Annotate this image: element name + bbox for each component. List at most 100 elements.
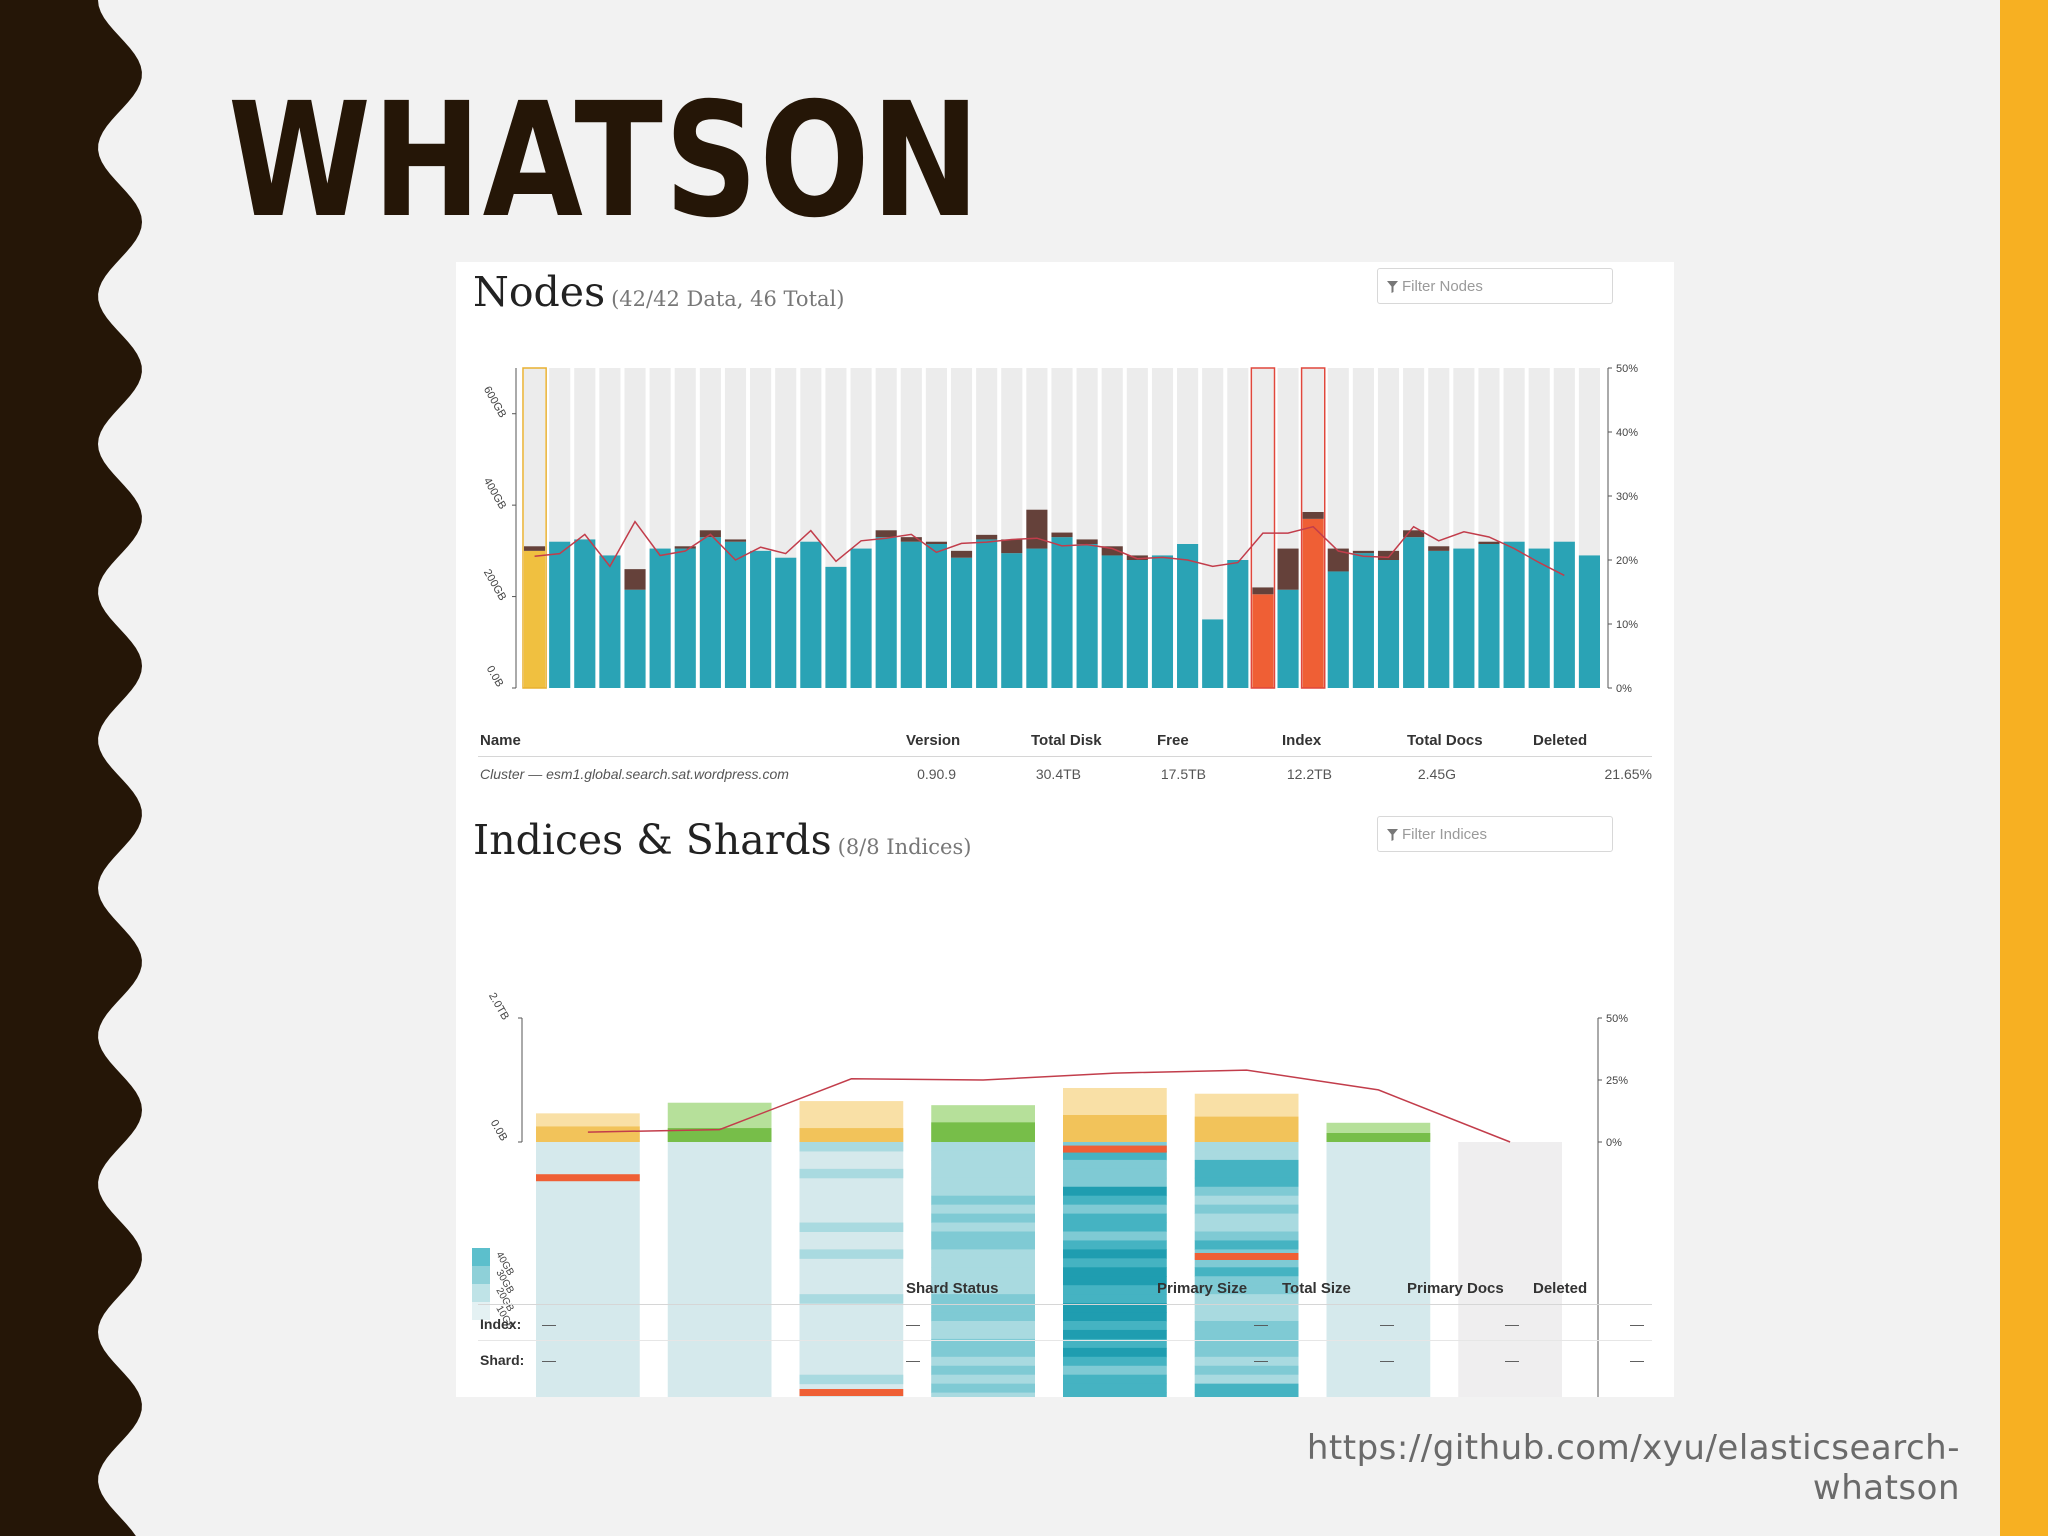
node-index-bar	[1101, 555, 1123, 688]
table-divider	[478, 756, 1652, 757]
nodes-y-tick-label: 600GB	[481, 384, 509, 420]
node-index-bar	[1001, 553, 1023, 688]
col-header-primary-docs[interactable]: Primary Docs	[1407, 1280, 1504, 1297]
col-header-total-disk[interactable]: Total Disk	[1031, 732, 1102, 749]
nodes-y2-tick-label: 0%	[1616, 683, 1632, 695]
shard-cell	[1194, 1177, 1299, 1188]
shard-cell	[931, 1312, 1035, 1322]
shard-cell	[1194, 1294, 1299, 1304]
col-header-total-size[interactable]: Total Size	[1282, 1280, 1351, 1297]
col-header-deleted[interactable]: Deleted	[1533, 1280, 1588, 1297]
shard-cell	[931, 1240, 1035, 1250]
shard-cell	[1194, 1222, 1299, 1232]
col-header-free[interactable]: Free	[1157, 732, 1189, 749]
index-status-value: —	[906, 1316, 920, 1332]
shard-cell	[1063, 1356, 1167, 1367]
shard-cell	[1194, 1392, 1299, 1397]
col-header-total-docs[interactable]: Total Docs	[1407, 732, 1483, 749]
shard-cell	[931, 1303, 1035, 1313]
index-name-value: —	[542, 1316, 556, 1332]
col-header-primary-size[interactable]: Primary Size	[1157, 1280, 1248, 1297]
shard-cell	[1063, 1267, 1167, 1277]
shard-cell	[931, 1213, 1035, 1224]
shard-cell	[1194, 1276, 1299, 1286]
shard-cell	[1194, 1159, 1299, 1170]
index-primary-bar	[1326, 1132, 1431, 1142]
wavy-border-decoration	[0, 0, 142, 1536]
filter-indices-input[interactable]	[1402, 817, 1602, 851]
col-header-version[interactable]: Version	[906, 732, 961, 749]
shard-name-value: —	[542, 1352, 556, 1368]
shard-cell	[931, 1329, 1035, 1340]
node-index-bar	[1126, 560, 1148, 688]
nodes-chart: 0.0B 200GB 400GB 600GB 0% 10% 20% 30% 40% 50%	[481, 363, 1638, 695]
shard-cell	[1063, 1186, 1167, 1197]
node-free-bar	[1202, 368, 1224, 688]
shard-cell	[1063, 1392, 1167, 1397]
cluster-total-disk: 30.4TB	[1035, 766, 1081, 782]
shard-cell	[1063, 1374, 1167, 1385]
node-other-bar	[1377, 550, 1400, 560]
col-header-name[interactable]: Name	[480, 732, 521, 749]
node-other-bar	[925, 541, 947, 544]
col-header-shard-status[interactable]: Shard Status	[906, 1280, 999, 1297]
shard-cell	[1063, 1195, 1167, 1206]
cluster-total-docs: 2.45G	[1417, 766, 1456, 782]
shard-cell	[931, 1231, 1035, 1241]
node-index-bar	[1528, 548, 1550, 688]
node-index-bar	[1151, 555, 1174, 688]
cluster-deleted: 21.65%	[1604, 766, 1652, 782]
whatson-screenshot: Nodes(42/42 Data, 46 Total) 0.0B 200GB 400…	[456, 262, 1674, 1397]
index-primary-bar	[536, 1126, 640, 1142]
shard-cell	[1194, 1338, 1299, 1349]
node-index-bar	[1227, 560, 1249, 688]
shard-cell	[799, 1168, 904, 1179]
shard-warning-band	[1063, 1145, 1167, 1153]
node-other-bar	[1403, 530, 1425, 538]
node-other-bar	[674, 546, 696, 549]
shard-cell	[799, 1294, 904, 1304]
node-index-bar	[624, 589, 646, 688]
node-other-bar	[900, 537, 922, 542]
node-index-bar	[825, 566, 847, 688]
indices-subtitle: (8/8 Indices)	[837, 835, 972, 859]
node-index-bar	[1428, 550, 1450, 688]
shard-cell	[1063, 1347, 1167, 1358]
shard-cell	[1063, 1258, 1167, 1268]
col-header-deleted[interactable]: Deleted	[1533, 732, 1588, 749]
filter-nodes-field[interactable]	[1377, 268, 1613, 304]
shard-status-value: —	[906, 1352, 920, 1368]
node-index-bar	[1377, 560, 1400, 688]
node-index-bar	[1503, 541, 1525, 688]
funnel-icon	[1387, 281, 1398, 293]
index-row-label: Index:	[480, 1316, 522, 1332]
indices-y-tick-label: 0.0B	[488, 1118, 510, 1144]
shard-legend-swatch	[472, 1266, 490, 1284]
shard-cell	[1194, 1374, 1299, 1385]
shard-cell	[1194, 1267, 1299, 1277]
shard-column	[667, 1142, 772, 1397]
shard-cell	[931, 1222, 1035, 1232]
nodes-y2-tick-label: 40%	[1616, 427, 1638, 439]
node-other-bar	[1252, 587, 1274, 595]
index-primary-docs-value: —	[1505, 1316, 1519, 1332]
shard-row-label: Shard:	[480, 1352, 525, 1368]
indices-y-tick-label: 2.0TB	[486, 991, 511, 1022]
shard-cell	[1194, 1213, 1299, 1224]
nodes-title: Nodes	[473, 268, 606, 316]
shard-cell	[931, 1285, 1035, 1295]
col-header-index[interactable]: Index	[1282, 732, 1322, 749]
source-link[interactable]: https://github.com/xyu/elasticsearch-wha…	[1306, 1428, 1960, 1508]
node-index-bar	[976, 539, 998, 688]
shard-cell	[931, 1338, 1035, 1349]
node-index-bar	[1453, 548, 1475, 688]
nodes-y-tick-label: 400GB	[481, 476, 509, 512]
node-index-bar	[900, 541, 922, 688]
node-highlight-outline	[522, 367, 547, 689]
filter-indices-field[interactable]	[1377, 816, 1613, 852]
node-highlight-outline	[1250, 367, 1276, 689]
filter-nodes-input[interactable]	[1402, 269, 1602, 303]
node-other-bar	[1302, 512, 1324, 519]
shard-cell	[1063, 1222, 1167, 1232]
node-other-bar	[1428, 546, 1450, 551]
